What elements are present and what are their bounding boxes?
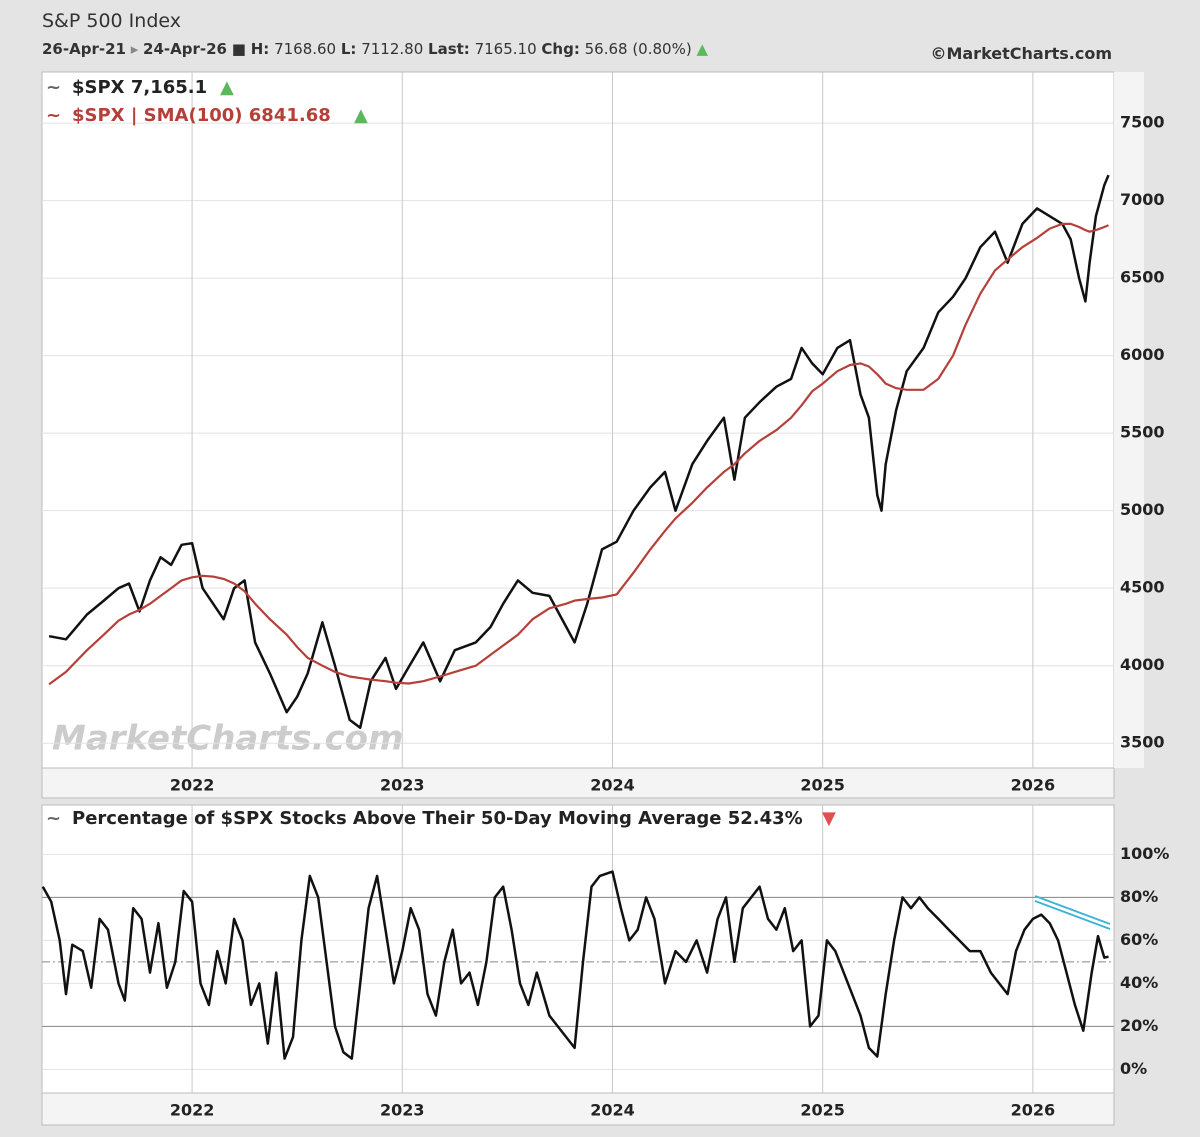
legend-label: $SPX | SMA(100) 6841.68 [72,105,331,126]
x-tick-label: 2022 [170,1101,215,1120]
legend-label: Percentage of $SPX Stocks Above Their 50… [72,808,803,829]
x-tick-label: 2026 [1011,1101,1056,1120]
start: 26-Apr-21 [42,40,126,58]
down-arrow: ▼ [822,808,836,829]
y-tick-label: 3500 [1120,733,1165,752]
legend-icon: ~ [46,808,61,829]
plot-area [41,71,1115,769]
y-tick-label: 5500 [1120,423,1165,442]
high-label: H: [250,40,270,58]
y-tick-label: 4500 [1120,578,1165,597]
x-tick-label: 2022 [170,776,215,795]
x-tick-label: 2023 [380,1101,425,1120]
y-tick-label: 4000 [1120,655,1165,674]
x-tick-label: 2025 [800,1101,845,1120]
legend-icon: ~ [46,105,61,126]
y-tick-label: 100% [1120,844,1169,863]
title: S&P 500 Index [42,10,181,32]
header: S&P 500 Index 26-Apr-21 ▸ 24-Apr-26 ■ H:… [42,10,1112,63]
y-tick-label: 40% [1120,973,1158,992]
end: 24-Apr-26 [143,40,227,58]
trendline [1034,895,1111,925]
y-tick-label: 7000 [1120,190,1165,209]
x-axis-band [41,767,1115,799]
plot-area [41,804,1115,1094]
x-tick-label: 2026 [1011,776,1056,795]
chg-label: Chg: [541,40,580,58]
chg: 56.68 (0.80%) [584,40,692,58]
y-axis-band [1114,72,1144,768]
series-line [48,222,1109,686]
source: ©MarketCharts.com [930,44,1112,63]
low-label: L: [340,40,357,58]
watermark: MarketCharts.com [52,719,403,759]
trendline [1034,900,1111,930]
x-tick-label: 2023 [380,776,425,795]
up-arrow: ▲ [354,105,368,126]
y-tick-label: 6500 [1120,268,1165,287]
low: 7112.80 [361,40,424,58]
up-arrow: ▲ [220,77,234,98]
high: 7168.60 [274,40,337,58]
series-line [48,174,1110,729]
y-tick-label: 20% [1120,1016,1158,1035]
y-tick-label: 7500 [1120,113,1165,132]
x-tick-label: 2025 [800,776,845,795]
x-axis-band [41,1092,1115,1126]
last-label: Last: [428,40,470,58]
x-tick-label: 2024 [590,1101,635,1120]
legend-icon: ~ [46,77,61,98]
y-tick-label: 6000 [1120,345,1165,364]
y-tick-label: 80% [1120,887,1158,906]
y-tick-label: 5000 [1120,500,1165,519]
y-tick-label: 0% [1120,1059,1147,1078]
last: 7165.10 [474,40,537,58]
summary: 26-Apr-21 ▸ 24-Apr-26 ■ H: 7168.60 L: 71… [42,40,709,58]
series-line [41,870,1109,1060]
legend-label: $SPX 7,165.1 [72,77,207,98]
y-tick-label: 60% [1120,930,1158,949]
x-tick-label: 2024 [590,776,635,795]
